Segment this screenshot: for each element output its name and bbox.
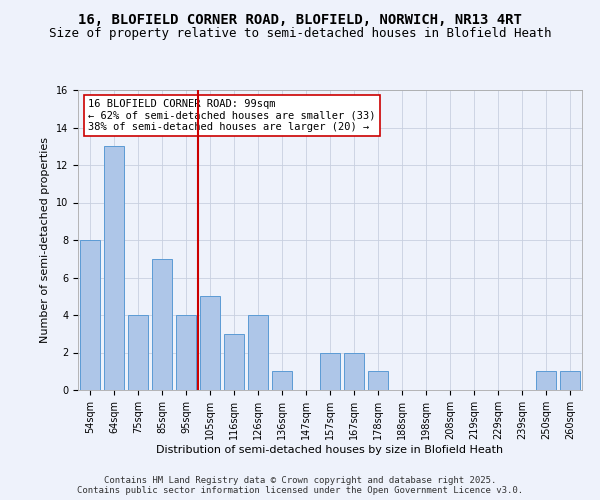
Bar bbox=[224, 334, 244, 390]
Bar bbox=[128, 315, 148, 390]
Bar bbox=[536, 371, 556, 390]
Text: 16 BLOFIELD CORNER ROAD: 99sqm
← 62% of semi-detached houses are smaller (33)
38: 16 BLOFIELD CORNER ROAD: 99sqm ← 62% of … bbox=[88, 99, 376, 132]
Bar bbox=[320, 352, 340, 390]
Bar bbox=[560, 371, 580, 390]
Bar bbox=[176, 315, 196, 390]
Bar bbox=[248, 315, 268, 390]
Text: Size of property relative to semi-detached houses in Blofield Heath: Size of property relative to semi-detach… bbox=[49, 28, 551, 40]
Bar bbox=[104, 146, 124, 390]
Y-axis label: Number of semi-detached properties: Number of semi-detached properties bbox=[40, 137, 50, 343]
X-axis label: Distribution of semi-detached houses by size in Blofield Heath: Distribution of semi-detached houses by … bbox=[157, 444, 503, 454]
Bar bbox=[200, 296, 220, 390]
Text: 16, BLOFIELD CORNER ROAD, BLOFIELD, NORWICH, NR13 4RT: 16, BLOFIELD CORNER ROAD, BLOFIELD, NORW… bbox=[78, 12, 522, 26]
Bar bbox=[368, 371, 388, 390]
Text: Contains HM Land Registry data © Crown copyright and database right 2025.
Contai: Contains HM Land Registry data © Crown c… bbox=[77, 476, 523, 495]
Bar bbox=[152, 259, 172, 390]
Bar bbox=[344, 352, 364, 390]
Bar bbox=[272, 371, 292, 390]
Bar bbox=[80, 240, 100, 390]
